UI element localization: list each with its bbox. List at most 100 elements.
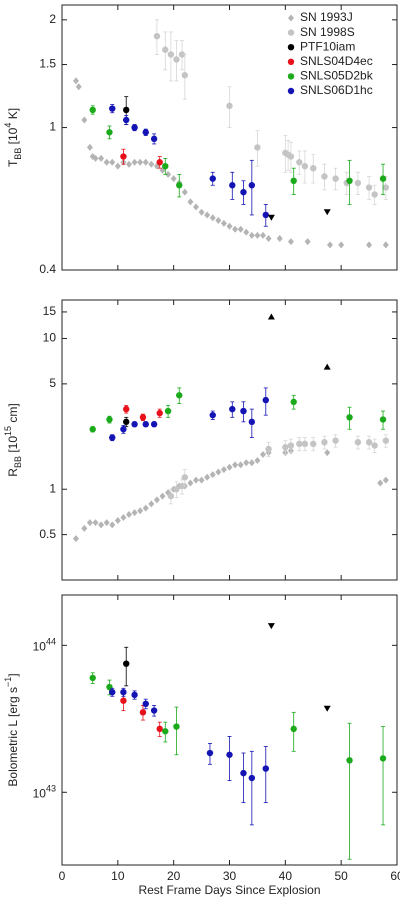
data-point xyxy=(126,160,132,168)
data-point xyxy=(167,492,175,500)
data-point xyxy=(254,144,261,151)
data-point xyxy=(371,442,378,449)
data-point xyxy=(366,241,373,249)
data-point xyxy=(332,437,339,444)
data-point xyxy=(142,129,149,136)
data-point xyxy=(170,175,177,183)
data-point xyxy=(327,241,333,249)
y-label-part: ] xyxy=(6,673,20,676)
data-point xyxy=(142,158,149,166)
data-point xyxy=(150,421,158,428)
y-tick-label: 1.5 xyxy=(39,57,56,71)
data-point xyxy=(254,457,261,465)
data-point xyxy=(262,765,269,772)
data-point xyxy=(215,468,222,476)
legend-marker xyxy=(287,87,295,95)
data-point xyxy=(198,476,205,484)
y-tick-label: 1 xyxy=(49,481,56,495)
data-point xyxy=(75,83,82,91)
data-point xyxy=(156,409,163,417)
data-point xyxy=(198,208,205,216)
data-point xyxy=(232,461,239,469)
data-point xyxy=(290,177,297,185)
data-point xyxy=(72,77,79,85)
data-point xyxy=(89,106,96,114)
y-tick-label: 2 xyxy=(49,12,56,26)
data-point xyxy=(310,164,317,172)
y-tick-exponent: 44 xyxy=(46,637,56,647)
data-point xyxy=(92,519,99,527)
x-tick-label: 0 xyxy=(59,869,66,883)
data-point xyxy=(226,102,233,110)
data-point xyxy=(321,173,328,180)
plot-frame xyxy=(61,594,398,866)
data-point xyxy=(162,46,169,53)
x-tick-label: 20 xyxy=(167,869,181,883)
data-point xyxy=(226,463,233,471)
y-axis-label: RBB [1015 cm] xyxy=(3,403,23,476)
data-point xyxy=(193,476,199,484)
data-point xyxy=(209,214,216,222)
y-tick-exponent: 43 xyxy=(46,784,56,794)
data-point xyxy=(371,191,378,198)
data-point xyxy=(304,238,311,246)
data-point xyxy=(240,188,247,196)
data-point xyxy=(296,440,303,448)
legend-marker xyxy=(287,58,295,65)
y-label-part: [10 xyxy=(6,436,20,456)
y-label-part: BB xyxy=(13,456,23,468)
data-point xyxy=(240,769,247,777)
data-point xyxy=(346,414,353,421)
data-point xyxy=(131,124,138,131)
limit-marker xyxy=(323,209,331,216)
data-point xyxy=(338,241,345,249)
limit-marker xyxy=(267,623,275,630)
y-tick-label: 1 xyxy=(49,120,56,134)
x-tick-label: 10 xyxy=(111,869,125,883)
data-point xyxy=(365,184,373,191)
data-point xyxy=(164,407,172,415)
data-point xyxy=(287,153,295,160)
legend-marker xyxy=(287,73,295,80)
data-point xyxy=(123,116,130,124)
data-point xyxy=(248,774,256,782)
y-label-part: BB xyxy=(13,148,23,160)
data-point xyxy=(226,222,233,230)
data-point xyxy=(139,414,147,421)
data-point xyxy=(248,231,255,239)
data-point xyxy=(209,411,216,419)
data-point xyxy=(301,440,309,448)
data-point xyxy=(215,216,222,224)
data-point xyxy=(173,56,180,63)
limit-marker xyxy=(323,363,331,370)
data-point xyxy=(181,474,189,481)
data-point xyxy=(365,439,373,446)
legend-label: SNLS04D4ec xyxy=(300,54,373,68)
data-point xyxy=(187,479,194,487)
data-point xyxy=(114,517,121,525)
data-point xyxy=(260,450,266,458)
data-point xyxy=(379,175,387,182)
data-point xyxy=(120,426,127,433)
y-tick-base: 10 xyxy=(33,786,47,800)
data-point xyxy=(193,203,199,211)
data-point xyxy=(153,496,160,504)
data-point xyxy=(123,660,130,667)
data-point xyxy=(114,162,121,170)
data-point xyxy=(131,509,138,517)
y-label-part: Bolometric L [erg s xyxy=(6,687,20,787)
data-point xyxy=(220,466,227,474)
data-point xyxy=(123,405,130,413)
data-point xyxy=(153,32,161,40)
data-point xyxy=(109,434,116,441)
data-point xyxy=(262,396,269,404)
data-point xyxy=(148,160,155,168)
data-point xyxy=(209,471,216,479)
data-point xyxy=(123,106,130,114)
data-point xyxy=(156,159,163,166)
data-point xyxy=(229,405,236,413)
legend-marker xyxy=(287,29,295,36)
data-point xyxy=(204,473,211,481)
